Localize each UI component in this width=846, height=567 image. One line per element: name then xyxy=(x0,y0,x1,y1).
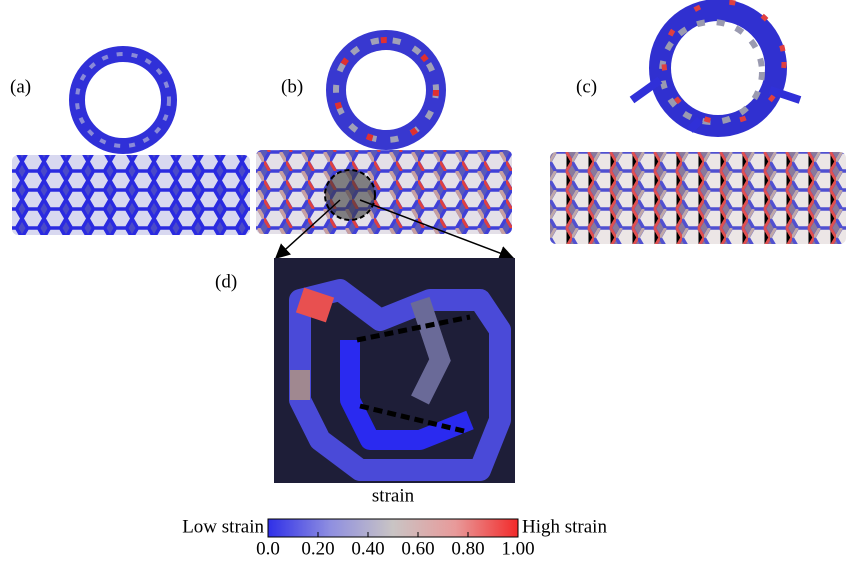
page: (a) (b) (c) (d) strain Low strain High s… xyxy=(0,0,846,567)
ring-a xyxy=(77,54,169,146)
colorbar-title: strain xyxy=(372,485,415,506)
panel-label: (b) xyxy=(281,76,303,97)
colorbar-tick-label: 0.60 xyxy=(401,538,434,559)
ring-b xyxy=(336,40,436,140)
colorbar-low-label: Low strain xyxy=(182,516,264,537)
colorbar xyxy=(268,519,518,537)
ring-c xyxy=(632,2,800,130)
colorbar-tick-label: 0.0 xyxy=(256,538,280,559)
tube-b xyxy=(256,150,512,234)
panel-label: (d) xyxy=(215,271,237,292)
colorbar-tick-label: 0.20 xyxy=(301,538,334,559)
panel-label: (a) xyxy=(10,76,31,97)
zoom-panel xyxy=(274,258,515,483)
figure: (a) (b) (c) (d) strain Low strain High s… xyxy=(0,0,846,567)
zoom-circle xyxy=(325,170,375,220)
colorbar-tick-label: 0.80 xyxy=(451,538,484,559)
tube-c xyxy=(550,152,846,244)
colorbar-tick-label: 1.00 xyxy=(501,538,534,559)
panel-label: (c) xyxy=(576,76,597,97)
colorbar-high-label: High strain xyxy=(522,516,607,537)
colorbar-tick-label: 0.40 xyxy=(351,538,384,559)
tube-a xyxy=(12,155,250,235)
